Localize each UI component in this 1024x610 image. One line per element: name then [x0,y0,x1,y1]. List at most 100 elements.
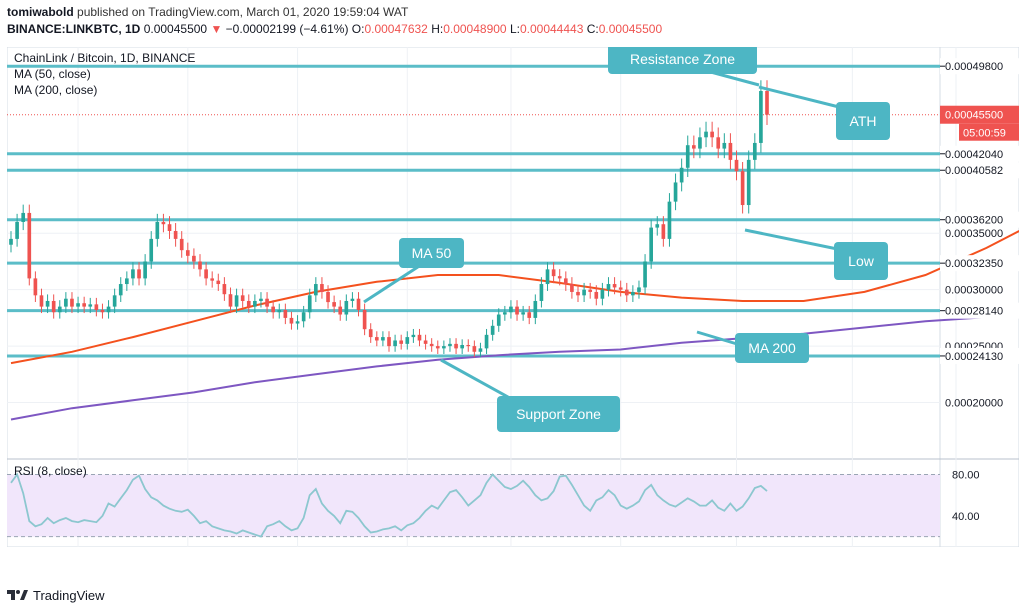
legend-ma50[interactable]: MA (50, close) [14,67,91,81]
level-label-bg [940,211,1019,228]
candle-body [435,346,440,349]
candle-body [740,171,745,206]
candle-body [759,91,763,143]
candle-body [728,142,733,160]
candle-body [405,337,410,344]
price-axis: 0.000200000.000250000.000300000.00035000… [940,58,1019,523]
candle-body [112,295,117,307]
author-name[interactable]: tomiwabold [7,5,74,19]
close-label: C: [586,22,599,36]
rsi-legend[interactable]: RSI (8, close) [14,464,87,478]
candle-body [265,298,269,307]
candle-body [496,314,501,326]
level-label: 0.00032350 [945,258,1003,270]
candle-body [417,334,422,341]
candle-body [64,298,68,307]
candle-body [679,167,684,183]
level-label: 0.00036200 [945,215,1003,227]
ath-callout-label: ATH [850,113,877,129]
candle-body [563,278,568,285]
countdown-label: 05:00:59 [963,128,1006,140]
low-label: L: [509,22,520,36]
tradingview-logo-icon [7,590,28,600]
candle-body [448,343,452,347]
candle-body [393,340,397,347]
candle-body [442,346,446,349]
candle-body [631,291,635,296]
candle-body [551,269,556,277]
rsi-band [7,474,940,537]
candle-body [131,269,135,279]
candle-body [155,221,160,239]
candle-body [734,159,739,172]
candle-body [637,287,641,292]
rsi-band-layer [7,474,940,538]
candle-body [673,182,678,202]
level-label-bg [940,347,1019,364]
chart-panel[interactable]: 0.00020000 0.00025000 0.00030000 0.00035000… [6,44,1024,568]
candle-body [612,284,617,288]
candle-body [289,317,294,324]
candle-body [606,284,611,290]
callouts-layer: Resistance Zone ATH MA 50 Low MA 200 Support … [363,44,890,432]
candle-body [143,261,147,279]
support-zone-callout-box [497,396,620,432]
candle-body [478,348,483,352]
chart-canvas[interactable]: 0.000200000.000250000.000300000.00035000… [6,44,1024,568]
support-zone-callout-label: Support Zone [516,406,601,422]
low-callout-box [834,242,888,280]
candle-body [253,300,257,307]
price-tick-label: 0.00020000 [945,398,1003,410]
ma200-callout-box [735,333,809,363]
level-label-bg [940,58,1019,75]
price-tick-label: 0.00035000 [945,228,1003,240]
candle-body [765,91,769,115]
candle-body [704,131,708,138]
candle-body [533,300,538,318]
rsi-line [10,472,768,538]
candle-body [76,303,80,307]
candle-body [692,145,696,149]
candle-body [685,145,690,168]
candle-body [9,238,13,245]
candle-body [27,212,32,279]
ma50-callout-box [399,238,464,268]
level-label-bg [940,255,1019,272]
candle-body [582,289,586,296]
candle-body [125,278,129,285]
ma200-callout-label: MA 200 [748,340,796,356]
candle-body [51,300,56,313]
candle-body [381,337,385,341]
last-price-label: 0.00045500 [945,110,1003,122]
candle-body [338,306,343,315]
candle-body [137,269,141,279]
candle-body [515,306,519,315]
candle-body [576,291,580,296]
countdown-badge [959,123,1019,141]
candle-body [118,284,123,296]
candle-body [429,343,434,347]
candle-body [344,300,349,315]
candle-body [39,295,44,307]
candle-body [350,298,355,301]
candle-body [21,212,26,222]
candle-body [411,334,416,338]
legend-ma200[interactable]: MA (200, close) [14,83,97,97]
candle-body [722,142,727,149]
candle-body [643,261,647,288]
candle-body [374,337,379,341]
open-label: O: [351,22,365,36]
candle-body [509,306,513,313]
low-callout-label: Low [848,253,875,269]
candle-body [521,312,525,315]
candle-body [356,298,361,311]
last-price-badge [940,105,1019,124]
low-value: 0.00044443 [519,22,584,36]
candle-body [216,280,221,285]
candle-body [716,137,721,149]
candle-body [490,325,495,335]
level-label: 0.00024130 [945,351,1003,363]
tradingview-footer[interactable]: TradingView [6,585,105,605]
candle-body [94,304,99,311]
candle-body [588,289,593,292]
